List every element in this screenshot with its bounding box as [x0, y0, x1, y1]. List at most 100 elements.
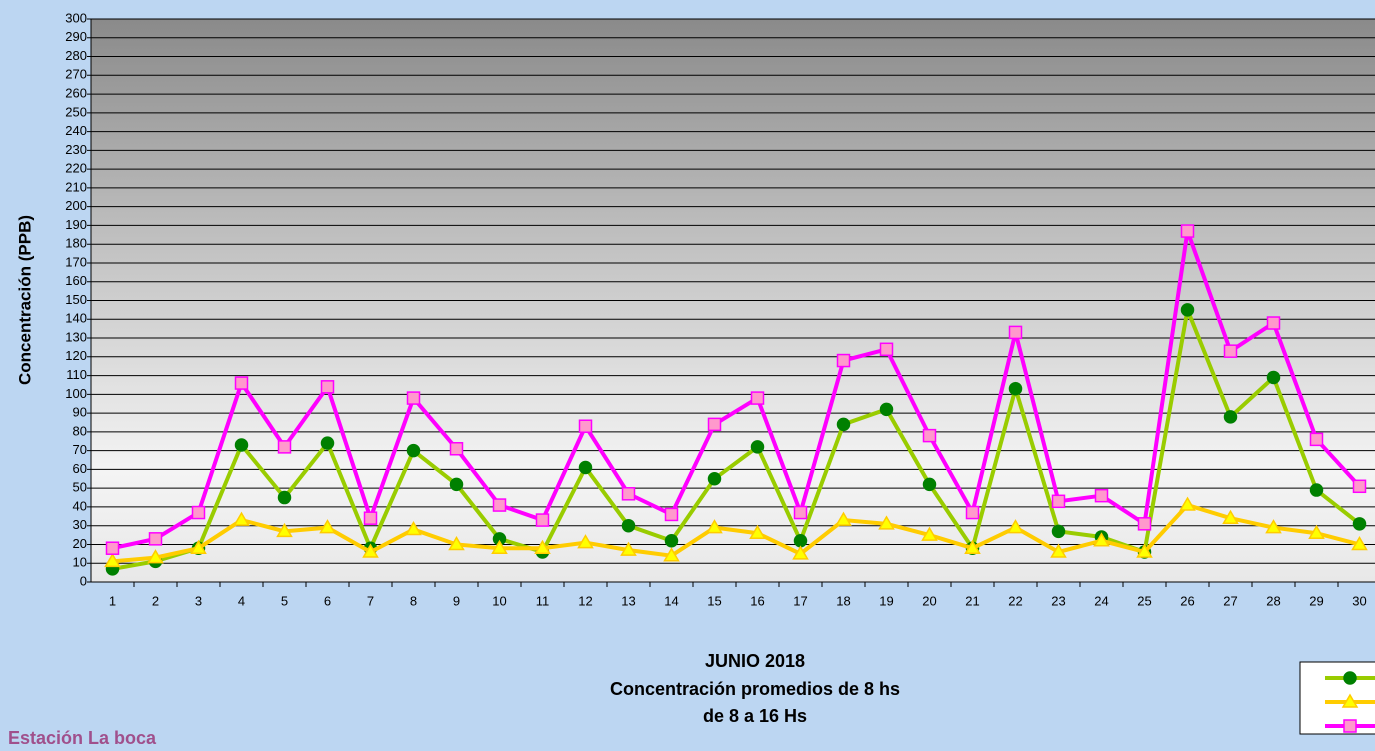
data-point — [1266, 370, 1281, 385]
data-point — [406, 443, 421, 458]
legend-marker — [1343, 719, 1357, 733]
y-tick-label: 30 — [73, 517, 87, 532]
data-point — [535, 513, 550, 527]
chart-title: JUNIO 2018 — [705, 651, 805, 671]
data-point — [233, 511, 250, 526]
x-tick-label: 13 — [621, 593, 635, 608]
data-point — [1180, 224, 1195, 238]
y-tick-label: 300 — [65, 10, 87, 25]
data-point — [105, 541, 120, 555]
data-point — [707, 472, 722, 486]
x-tick-label: 1 — [109, 593, 116, 608]
data-point — [234, 438, 249, 452]
y-tick-label: 290 — [65, 29, 87, 44]
data-point — [878, 515, 895, 530]
data-point — [234, 376, 249, 390]
data-point — [1351, 535, 1368, 551]
y-tick-label: 170 — [65, 254, 87, 269]
data-point — [1352, 479, 1367, 494]
y-tick-label: 10 — [73, 555, 87, 570]
annotation: Estación La boca — [8, 728, 157, 748]
data-point — [449, 477, 464, 492]
y-tick-label: 160 — [65, 273, 87, 288]
y-tick-label: 100 — [65, 386, 87, 401]
data-point — [836, 353, 851, 368]
data-point — [1265, 519, 1282, 534]
data-point — [707, 417, 722, 432]
data-point — [663, 547, 680, 562]
data-point — [621, 518, 636, 533]
data-point — [1223, 410, 1238, 424]
y-tick-label: 60 — [73, 461, 87, 476]
y-tick-label: 90 — [73, 405, 87, 420]
x-tick-label: 29 — [1309, 593, 1323, 608]
y-tick-label: 0 — [80, 573, 87, 588]
y-tick-label: 120 — [65, 348, 87, 363]
data-point — [1309, 483, 1324, 497]
data-point — [406, 391, 421, 405]
data-point — [620, 541, 637, 556]
x-tick-label: 10 — [492, 593, 506, 608]
y-tick-label: 40 — [73, 498, 87, 513]
data-point — [750, 391, 765, 405]
data-point — [793, 533, 808, 548]
data-point — [1007, 519, 1024, 534]
y-tick-label: 250 — [65, 104, 87, 119]
y-tick-label: 270 — [65, 67, 87, 82]
x-tick-label: 26 — [1180, 593, 1194, 608]
data-point — [1266, 316, 1281, 330]
data-point — [836, 417, 851, 432]
data-point — [1223, 344, 1238, 358]
x-tick-label: 5 — [281, 593, 288, 608]
data-point — [879, 402, 894, 417]
y-tick-label: 130 — [65, 329, 87, 344]
x-tick-label: 20 — [922, 593, 936, 608]
x-tick-label: 3 — [195, 593, 202, 608]
y-tick-label: 140 — [65, 311, 87, 326]
data-point — [1308, 524, 1325, 539]
x-tick-label: 7 — [367, 593, 374, 608]
y-tick-label: 80 — [73, 423, 87, 438]
data-point — [1222, 509, 1239, 524]
data-point — [491, 539, 508, 554]
y-tick-label: 280 — [65, 48, 87, 63]
data-point — [1051, 524, 1066, 539]
x-tick-label: 19 — [879, 593, 893, 608]
chart-title: de 8 a 16 Hs — [703, 706, 807, 726]
x-tick-label: 8 — [410, 593, 417, 608]
x-tick-label: 27 — [1223, 593, 1237, 608]
x-tick-label: 14 — [664, 593, 678, 608]
data-point — [664, 507, 679, 522]
data-point — [1008, 325, 1023, 340]
data-point — [277, 440, 292, 454]
y-tick-label: 240 — [65, 123, 87, 138]
y-tick-label: 20 — [73, 536, 87, 551]
data-point — [1093, 532, 1110, 547]
y-tick-label: 70 — [73, 442, 87, 457]
data-point — [792, 545, 809, 560]
y-tick-label: 220 — [65, 161, 87, 176]
series-line — [112, 302, 1361, 571]
x-tick-label: 21 — [965, 593, 979, 608]
data-point — [190, 539, 207, 554]
y-tick-label: 180 — [65, 236, 87, 251]
data-point — [534, 539, 551, 554]
x-tick-label: 9 — [453, 593, 460, 608]
y-tick-label: 150 — [65, 292, 87, 307]
data-point — [191, 505, 206, 520]
x-tick-label: 25 — [1137, 593, 1151, 608]
y-tick-label: 230 — [65, 142, 87, 157]
y-axis-label: Concentración (PPB) — [15, 215, 34, 385]
x-tick-label: 24 — [1094, 593, 1108, 608]
x-tick-label: 22 — [1008, 593, 1022, 608]
data-point — [578, 419, 593, 433]
y-tick-label: 110 — [66, 367, 87, 382]
data-point — [492, 498, 507, 512]
x-tick-label: 4 — [238, 593, 245, 608]
data-point — [1136, 543, 1153, 558]
data-point — [320, 380, 335, 394]
data-point — [1050, 543, 1067, 558]
legend-marker — [1343, 671, 1357, 685]
data-point — [578, 460, 593, 475]
